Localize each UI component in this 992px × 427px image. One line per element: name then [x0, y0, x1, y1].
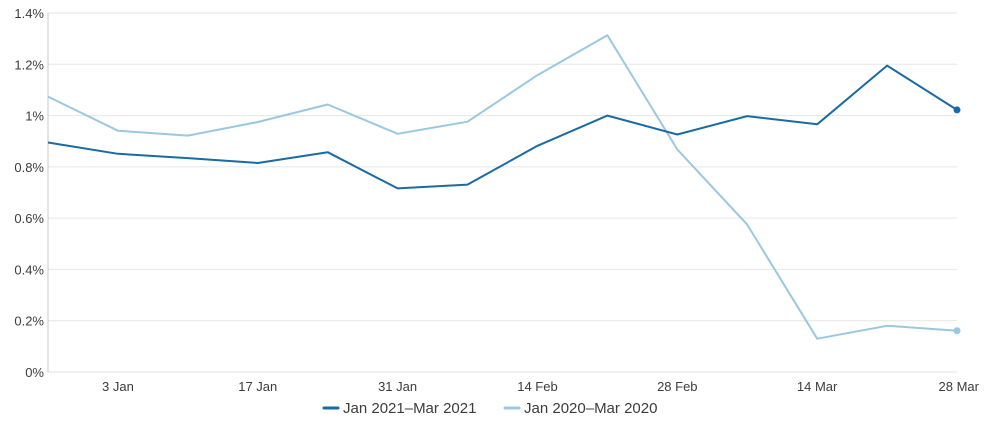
- y-tick-label: 1.4%: [14, 6, 44, 21]
- x-tick-label: 28 Feb: [657, 379, 697, 394]
- series-line-2: [47, 34, 958, 340]
- y-tick-label: 0%: [25, 365, 44, 380]
- legend-item-series-1[interactable]: Jan 2021–Mar 2021: [322, 400, 476, 417]
- legend-item-series-2[interactable]: Jan 2020–Mar 2020: [503, 400, 657, 417]
- x-tick-label: 3 Jan: [102, 379, 134, 394]
- y-tick-label: 0.6%: [14, 211, 44, 226]
- x-axis-tick-labels: 3 Jan 17 Jan 31 Jan 14 Feb 28 Feb 14 Mar 28 Ma…: [102, 379, 980, 394]
- y-tick-label: 1.2%: [14, 57, 44, 72]
- series-lines: [47, 34, 961, 340]
- gridlines: [47, 12, 957, 373]
- y-axis-tick-labels: 0% 0.2% 0.4% 0.6% 0.8% 1% 1.2% 1.4%: [14, 6, 44, 380]
- x-tick-label: 31 Jan: [378, 379, 417, 394]
- legend-label-series-1: Jan 2021–Mar 2021: [343, 400, 476, 417]
- x-tick-label: 14 Feb: [517, 379, 557, 394]
- y-tick-label: 0.2%: [14, 314, 44, 329]
- y-tick-label: 0.8%: [14, 160, 44, 175]
- y-tick-label: 1%: [25, 109, 44, 124]
- series-line-1: [47, 64, 958, 190]
- x-tick-label: 14 Mar: [797, 379, 838, 394]
- series-end-point-1: [953, 106, 961, 114]
- legend: Jan 2021–Mar 2021 Jan 2020–Mar 2020: [322, 400, 657, 417]
- x-tick-label: 17 Jan: [238, 379, 277, 394]
- legend-label-series-2: Jan 2020–Mar 2020: [524, 400, 657, 417]
- y-tick-label: 0.4%: [14, 262, 44, 277]
- x-tick-label: 28 Mar: [939, 379, 980, 394]
- series-end-point-2: [953, 327, 961, 335]
